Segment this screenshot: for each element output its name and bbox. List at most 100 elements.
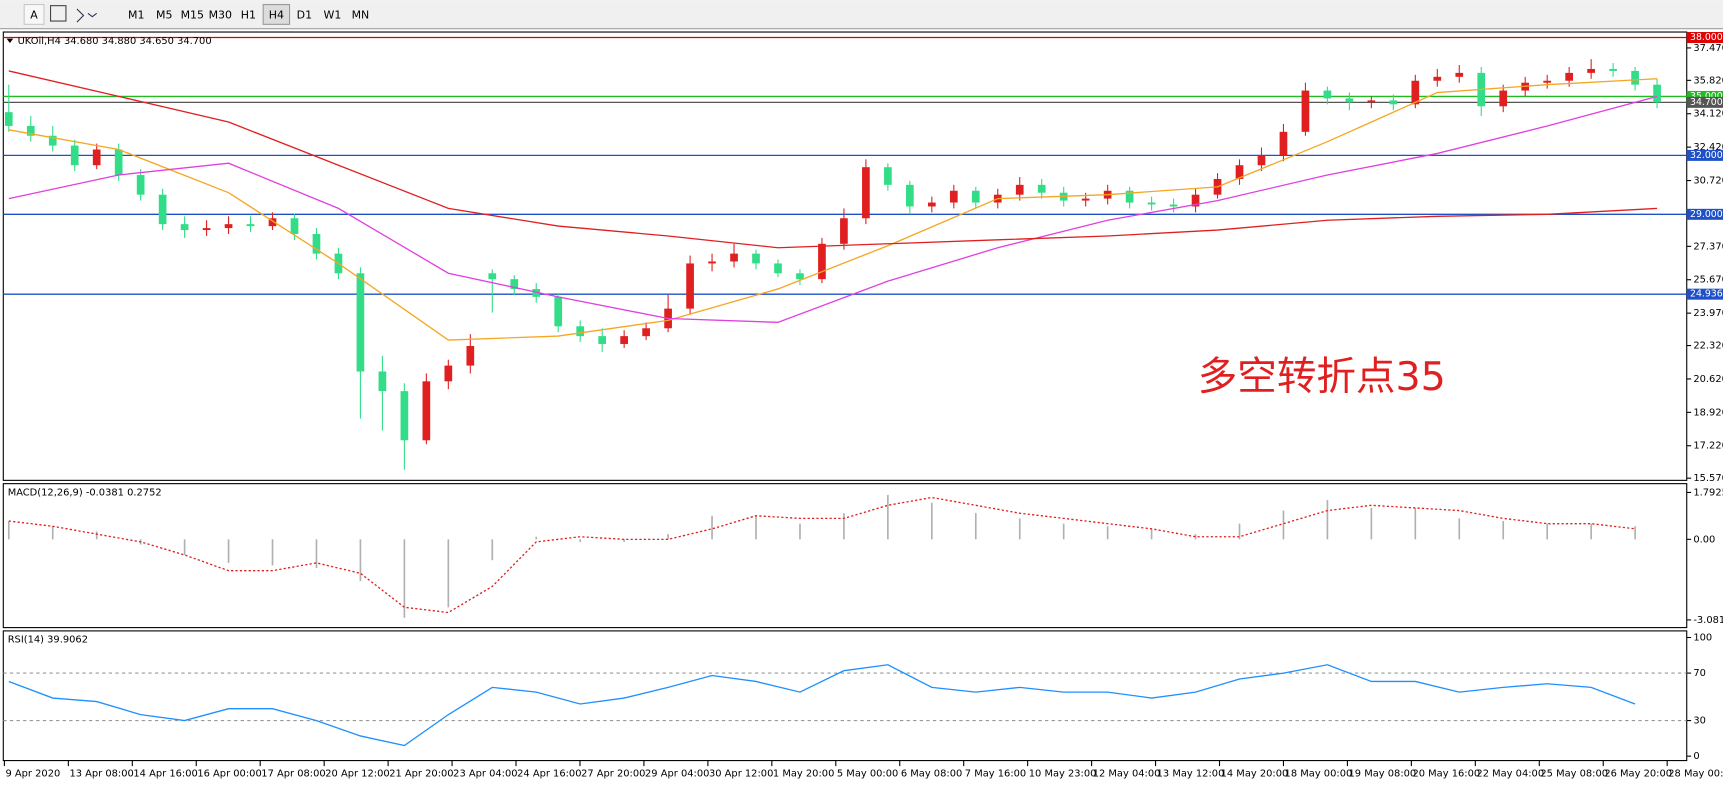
candle-body [884, 167, 892, 185]
rsi-panel [2, 630, 1688, 762]
candle-body [290, 218, 299, 234]
x-tick-label: 12 May 04:00 [1093, 769, 1161, 780]
x-tick-label: 30 Apr 12:00 [709, 769, 773, 780]
candle-body [92, 149, 101, 166]
arrow-tool[interactable] [76, 8, 98, 23]
level-label: 35.000 [1690, 91, 1723, 102]
x-tick-label: 24 Apr 16:00 [517, 769, 581, 780]
candle-body [180, 224, 189, 231]
candle-body [1235, 165, 1244, 179]
candle-body [48, 135, 57, 146]
candle-body [1565, 72, 1574, 81]
candle-body [1125, 190, 1134, 203]
y-tick-label: 20.620 [1693, 374, 1723, 385]
candle-body [1587, 68, 1595, 73]
timeframe-label[interactable]: M1 [128, 9, 144, 22]
moving-average [8, 95, 1658, 324]
text-tool-label[interactable]: A [30, 9, 38, 22]
candle-body [1609, 68, 1617, 71]
level-label: 24.936 [1690, 289, 1723, 300]
timeframe-button[interactable] [347, 4, 374, 25]
level-label-box [1686, 96, 1723, 108]
y-tick-label: 17.220 [1693, 441, 1723, 452]
y-tick-label: 70 [1693, 668, 1706, 679]
candle-body [774, 263, 782, 274]
candle-body [466, 345, 475, 366]
timeframe-button[interactable] [262, 4, 291, 25]
timeframe-button[interactable] [319, 4, 346, 25]
candle-body [818, 243, 826, 280]
level-label: 32.000 [1690, 150, 1723, 161]
y-tick-label: 0.00 [1693, 534, 1715, 545]
level-label-box [1686, 288, 1723, 300]
candle-body [532, 288, 541, 297]
timeframe-label[interactable]: H4 [269, 9, 284, 22]
candle-body [70, 145, 79, 166]
timeframe-button[interactable] [151, 4, 178, 25]
level-label: 38.000 [1690, 32, 1723, 43]
candle-body [1081, 198, 1090, 201]
candle-body [1169, 204, 1178, 207]
timeframe-button[interactable] [207, 4, 234, 25]
level-label: 29.000 [1690, 209, 1723, 220]
candle-body [971, 190, 980, 203]
candle-body [400, 391, 409, 441]
candle-body [554, 296, 563, 327]
candle-body [927, 202, 936, 207]
candle-body [796, 273, 804, 280]
annotation: 多空转折点35 [1198, 354, 1446, 400]
timeframe-button[interactable] [179, 4, 206, 25]
y-tick-label: -3.0818 [1693, 615, 1723, 626]
timeframe-label[interactable]: M15 [181, 9, 204, 22]
main-panel [2, 31, 1688, 481]
candle-body [1279, 131, 1288, 156]
collapse-icon[interactable] [6, 38, 14, 44]
x-tick-label: 29 Apr 04:00 [645, 769, 709, 780]
x-tick-label: 22 May 04:00 [1476, 769, 1544, 780]
candle-body [158, 194, 167, 225]
candle-body [1653, 84, 1661, 103]
x-tick-label: 7 May 16:00 [965, 769, 1026, 780]
candle-body [906, 184, 914, 207]
level-label: 34.700 [1690, 97, 1723, 108]
timeframe-label[interactable]: M5 [156, 9, 172, 22]
candle-body [1147, 202, 1156, 205]
x-tick-label: 27 Apr 20:00 [581, 769, 645, 780]
candle-body [26, 125, 35, 136]
timeframe-label[interactable]: H1 [241, 9, 256, 22]
x-tick-label: 14 Apr 16:00 [133, 769, 197, 780]
timeframe-button[interactable] [123, 4, 150, 25]
macd-panel [2, 483, 1688, 629]
y-tick-label: 100 [1693, 632, 1712, 643]
candle-body [268, 218, 277, 227]
y-tick-label: 32.420 [1693, 142, 1723, 153]
candle-body [1191, 194, 1200, 207]
x-tick-label: 6 May 08:00 [901, 769, 962, 780]
timeframe-button[interactable] [235, 4, 262, 25]
moving-average [8, 78, 1658, 341]
candle-body [840, 218, 848, 244]
y-tick-label: 15.570 [1693, 473, 1723, 484]
x-tick-label: 28 May 00:00 [1668, 769, 1723, 780]
label-tool[interactable] [49, 5, 67, 22]
timeframe-button[interactable] [291, 4, 318, 25]
candle-body [1301, 90, 1310, 132]
text-tool[interactable] [23, 4, 45, 25]
y-tick-label: 1.7925 [1693, 487, 1723, 498]
timeframe-label[interactable]: MN [352, 9, 370, 22]
x-tick-label: 21 Apr 20:00 [389, 769, 453, 780]
candle-body [576, 326, 585, 337]
timeframe-label[interactable]: W1 [323, 9, 341, 22]
y-tick-label: 34.120 [1693, 109, 1723, 120]
x-tick-label: 25 May 08:00 [1540, 769, 1608, 780]
candle-body [1015, 184, 1024, 195]
x-tick-label: 14 May 20:00 [1221, 769, 1289, 780]
timeframe-label[interactable]: M30 [209, 9, 232, 22]
timeframe-label[interactable]: D1 [297, 9, 312, 22]
candle-body [598, 336, 607, 344]
y-tick-label: 22.320 [1693, 341, 1723, 352]
candle-body [1389, 100, 1398, 105]
candle-body [1499, 90, 1508, 107]
candle-body [246, 224, 255, 227]
x-tick-label: 13 Apr 08:00 [69, 769, 133, 780]
